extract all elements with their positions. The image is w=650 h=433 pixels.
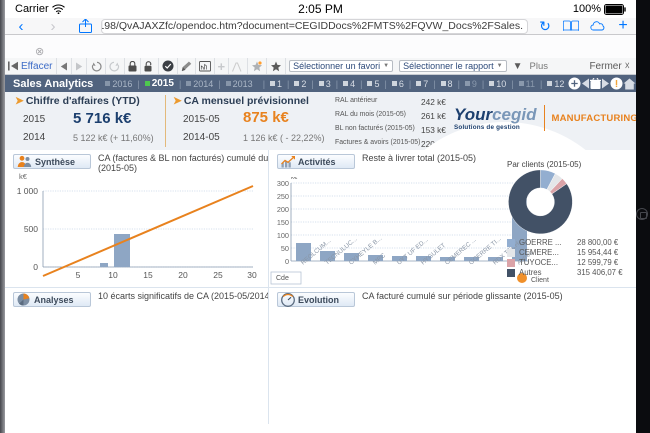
svg-text:100: 100 — [277, 231, 289, 240]
svg-text:25: 25 — [213, 270, 223, 280]
svg-text:15: 15 — [143, 270, 153, 280]
svg-text:0: 0 — [33, 262, 38, 272]
svg-text:5: 5 — [76, 270, 81, 280]
svg-text:500: 500 — [24, 224, 38, 234]
svg-text:30: 30 — [247, 270, 257, 280]
svg-text:200: 200 — [277, 205, 289, 214]
svg-text:0: 0 — [285, 257, 289, 266]
svg-text:50: 50 — [281, 244, 289, 253]
svg-text:250: 250 — [277, 192, 289, 201]
svg-text:k€: k€ — [291, 177, 298, 181]
svg-text:1 000: 1 000 — [17, 186, 39, 196]
svg-text:MPC: MPC — [372, 252, 388, 267]
svg-text:10: 10 — [108, 270, 118, 280]
svg-text:Client: Client — [531, 277, 549, 284]
svg-text:150: 150 — [277, 218, 289, 227]
svg-text:300: 300 — [277, 179, 289, 188]
svg-text:20: 20 — [178, 270, 188, 280]
svg-text:Cde: Cde — [276, 275, 289, 282]
